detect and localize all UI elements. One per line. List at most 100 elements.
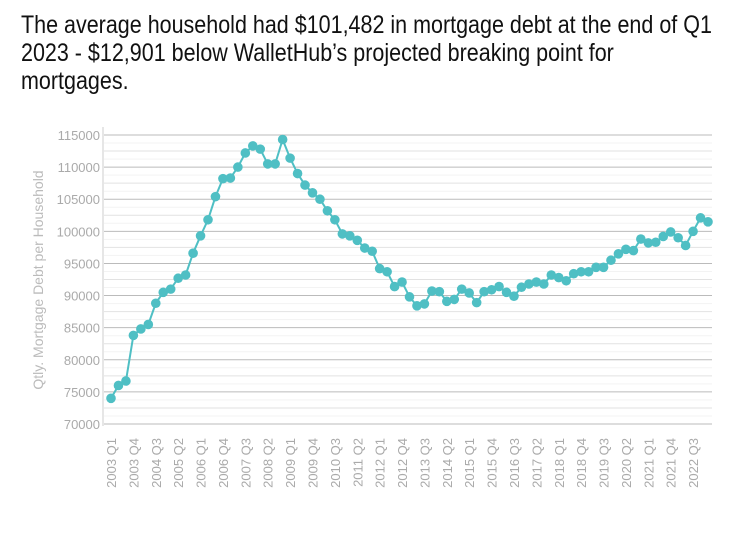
x-tick-label: 2007 Q3 — [238, 438, 253, 488]
data-point — [673, 232, 683, 243]
data-point — [658, 231, 669, 242]
x-tick-label: 2017 Q2 — [529, 438, 544, 488]
x-tick-label: 2022 Q3 — [686, 438, 701, 488]
data-point — [397, 277, 407, 287]
data-point — [330, 214, 340, 225]
data-point — [337, 229, 348, 239]
data-point — [136, 324, 146, 334]
data-point — [695, 213, 706, 223]
data-point — [195, 231, 206, 241]
data-point — [158, 287, 169, 298]
x-tick-label: 2006 Q1 — [194, 438, 209, 488]
data-point — [531, 277, 542, 287]
y-tick-label: 90000 — [64, 289, 100, 304]
x-tick-label: 2009 Q4 — [305, 438, 320, 488]
data-point — [680, 240, 691, 251]
data-point — [180, 270, 191, 280]
data-point — [113, 380, 124, 391]
data-point — [203, 214, 213, 225]
data-point — [546, 270, 557, 280]
data-point — [404, 292, 415, 302]
data-point — [434, 286, 445, 297]
data-point — [345, 231, 355, 241]
y-tick-label: 80000 — [64, 353, 100, 368]
y-tick-label: 110000 — [58, 160, 100, 175]
data-point — [262, 159, 273, 169]
data-point — [285, 153, 295, 163]
y-axis-label: Qtly. Mortgage Debt per Household — [30, 170, 46, 389]
data-point — [516, 282, 527, 293]
data-point — [628, 245, 639, 256]
data-point — [315, 194, 325, 205]
data-point — [165, 284, 176, 294]
data-point — [591, 262, 601, 273]
x-tick-label: 2003 Q1 — [104, 438, 119, 488]
x-tick-label: 2015 Q4 — [485, 438, 500, 488]
x-tick-label: 2021 Q4 — [664, 438, 679, 488]
data-point — [501, 287, 512, 298]
data-point — [621, 244, 631, 255]
data-point — [486, 284, 497, 295]
x-tick-label: 2004 Q3 — [149, 438, 164, 488]
data-point — [419, 299, 430, 309]
data-point — [389, 281, 400, 292]
y-tick-label: 70000 — [64, 417, 100, 432]
data-point — [255, 144, 266, 154]
x-tick-label: 2003 Q4 — [126, 438, 141, 488]
data-point — [665, 227, 676, 237]
x-tick-label: 2005 Q2 — [171, 438, 186, 488]
data-point — [143, 319, 154, 330]
data-point — [218, 173, 228, 184]
data-point — [300, 180, 310, 190]
data-point — [240, 148, 251, 158]
data-point — [471, 297, 482, 308]
x-tick-label: 2013 Q3 — [417, 438, 432, 488]
data-point — [613, 249, 624, 259]
data-point — [247, 141, 258, 151]
data-point — [576, 266, 586, 277]
x-tick-label: 2016 Q3 — [507, 438, 522, 488]
data-point — [583, 266, 594, 277]
data-point — [636, 234, 646, 244]
data-point — [598, 262, 609, 273]
data-point — [412, 301, 422, 311]
x-tick-label: 2020 Q2 — [619, 438, 634, 488]
data-point — [568, 268, 579, 279]
data-point — [456, 284, 467, 294]
data-point — [703, 217, 713, 227]
data-point — [374, 263, 385, 274]
data-point — [225, 173, 236, 183]
y-tick-label: 75000 — [64, 385, 100, 400]
x-tick-label: 2019 Q3 — [597, 438, 612, 488]
x-tick-label: 2006 Q4 — [216, 438, 231, 488]
data-point — [106, 393, 116, 404]
x-tick-label: 2015 Q1 — [462, 438, 477, 488]
data-point — [494, 281, 504, 292]
data-point — [553, 272, 564, 283]
x-tick-label: 2010 Q3 — [328, 438, 343, 488]
data-point — [382, 266, 392, 277]
data-point — [352, 235, 363, 246]
data-point — [479, 286, 489, 297]
y-tick-label: 105000 — [57, 192, 100, 207]
y-tick-label: 100000 — [57, 224, 100, 239]
data-point — [128, 330, 139, 341]
data-point — [464, 288, 475, 298]
data-point — [561, 275, 572, 286]
data-point — [539, 279, 549, 289]
data-point — [210, 191, 221, 202]
data-point — [509, 291, 519, 301]
x-tick-label: 2008 Q2 — [261, 438, 276, 488]
y-tick-label: 95000 — [64, 256, 100, 271]
data-point — [322, 205, 333, 216]
data-point — [449, 294, 460, 305]
y-tick-label: 85000 — [64, 321, 100, 336]
chart-title: The average household had $101,482 in mo… — [21, 11, 712, 95]
data-point — [688, 226, 698, 237]
y-tick-label: 115000 — [58, 128, 100, 143]
data-point — [650, 237, 661, 248]
data-point — [643, 238, 654, 248]
data-point — [233, 162, 243, 172]
data-point — [524, 279, 534, 289]
